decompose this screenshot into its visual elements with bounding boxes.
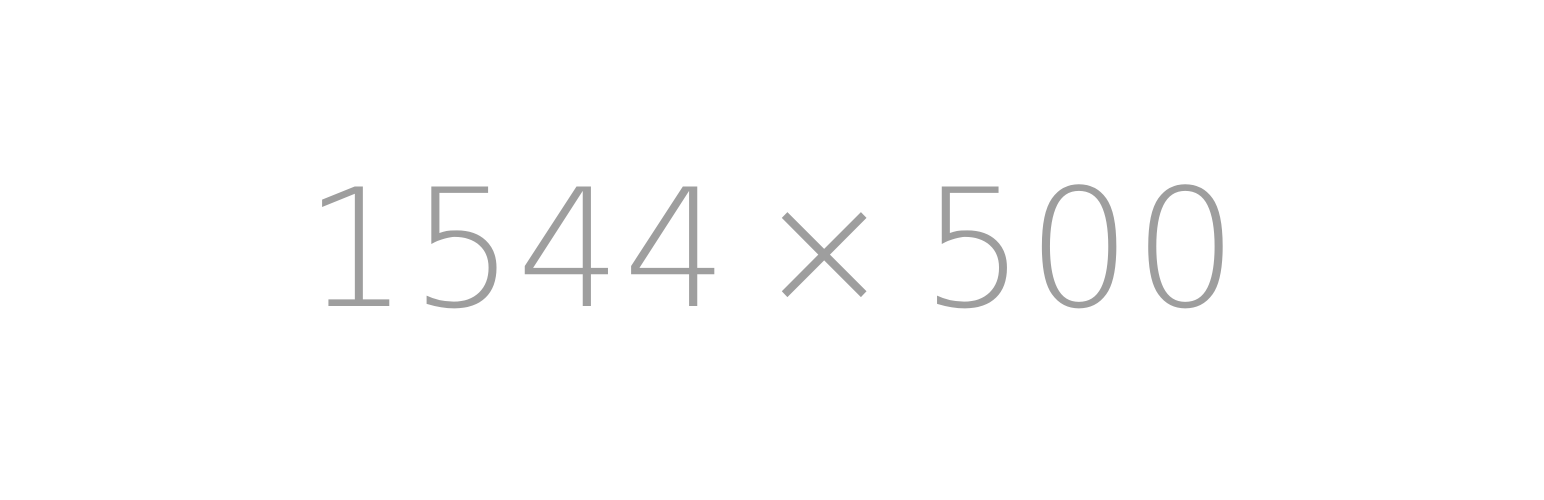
width-value: 1544 xyxy=(304,154,730,345)
times-sign: × xyxy=(755,154,895,345)
height-value: 500 xyxy=(920,154,1240,345)
